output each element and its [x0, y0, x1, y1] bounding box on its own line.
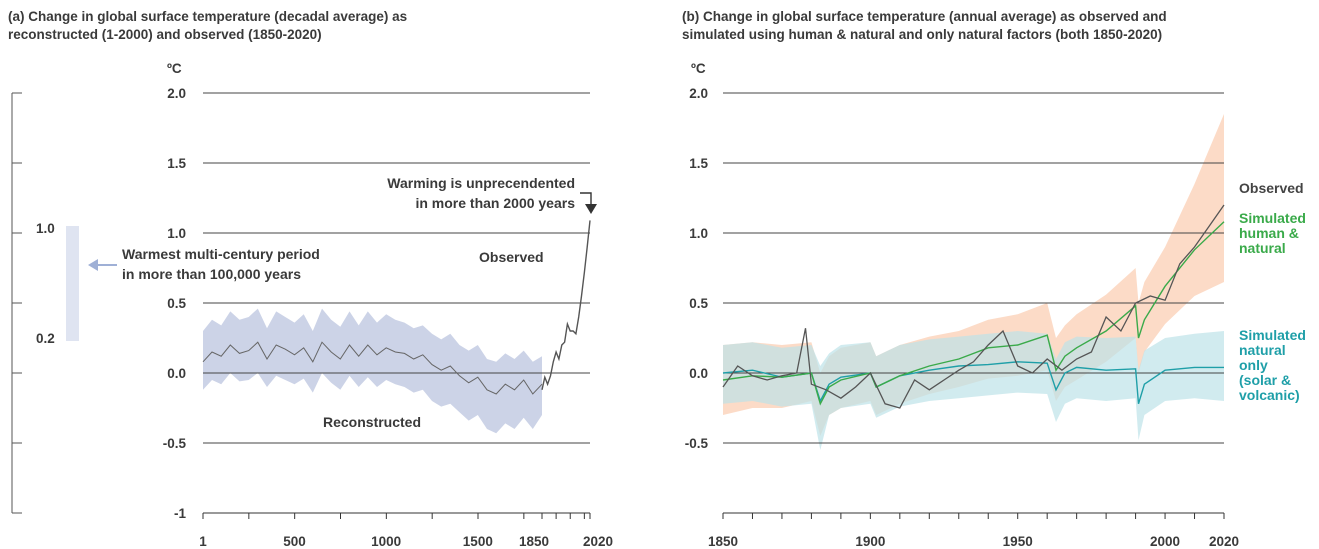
y-tick-label-b: 0.0 — [689, 366, 708, 381]
x-tick-label-b: 1850 — [708, 534, 738, 549]
decorations — [11, 92, 597, 514]
legend-natural-only: Simulated — [1239, 327, 1306, 343]
y-tick-label-a: 2.0 — [167, 86, 186, 101]
unprecedented-line2: in more than 2000 years — [415, 195, 575, 211]
natural-only-band — [723, 331, 1224, 450]
x-tick-label-b: 2000 — [1150, 534, 1180, 549]
left-scale-bottom-label: 0.2 — [36, 331, 55, 346]
legend-natural-only: (solar & — [1239, 372, 1291, 388]
observed-line-b — [722, 204, 1225, 409]
y-tick-label-a: 0.0 — [167, 366, 186, 381]
x-tick-label-a: 1000 — [371, 534, 401, 549]
unprecedented-line1: Warming is unprecendented — [387, 175, 575, 191]
x-tick-label-a: 500 — [283, 534, 306, 549]
x-tick-label-a: 1500 — [463, 534, 493, 549]
y-tick-label-a: -1 — [174, 506, 186, 521]
observed-line-a — [541, 220, 591, 390]
legend-human-natural: human & — [1239, 225, 1299, 241]
panel-a-title: (a) Change in global surface temperature… — [8, 8, 608, 44]
x-tick-label-b: 2020 — [1209, 534, 1239, 549]
panel-a-unit: ºC — [167, 61, 182, 76]
warmest-period-bar — [66, 226, 79, 341]
panel-b-title: (b) Change in global surface temperature… — [682, 8, 1302, 44]
x-tick-label-b: 1950 — [1003, 534, 1033, 549]
panel-a-title-line1: (a) Change in global surface temperature… — [8, 9, 408, 24]
legend-human-natural: Simulated — [1239, 210, 1306, 226]
y-tick-label-a: -0.5 — [163, 436, 187, 451]
unprecedented-bracket — [580, 192, 592, 205]
warmest-period-line1: Warmest multi-century period — [122, 246, 320, 262]
series-lines — [202, 204, 1225, 409]
y-tick-label-b: 0.5 — [689, 296, 708, 311]
panel-b-unit: ºC — [691, 61, 706, 76]
unprecedented-arrow-head — [585, 204, 597, 214]
natural-only-line — [722, 361, 1224, 405]
reconstructed-line — [202, 341, 543, 395]
x-tick-label-b: 1900 — [855, 534, 885, 549]
warmest-period-line2: in more than 100,000 years — [122, 266, 301, 282]
x-tick-label-a: 2020 — [583, 534, 613, 549]
uncertainty-bands — [203, 114, 1224, 450]
legend-natural-only: volcanic) — [1239, 387, 1300, 403]
legend-natural-only: only — [1239, 357, 1268, 373]
x-tick-label-a: 1 — [199, 534, 207, 549]
panel-a-title-line2: reconstructed (1-2000) and observed (185… — [8, 27, 322, 42]
y-tick-label-b: -0.5 — [685, 436, 709, 451]
y-tick-label-b: 2.0 — [689, 86, 708, 101]
axes: 2.01.51.00.50.0-0.5-11 500 1000 1500 1850 202… — [163, 86, 1239, 549]
panel-b-title-line1: (b) Change in global surface temperature… — [682, 9, 1167, 24]
y-tick-label-b: 1.0 — [689, 226, 708, 241]
left-scale-top-label: 1.0 — [36, 221, 55, 236]
y-tick-label-a: 0.5 — [167, 296, 186, 311]
reconstructed-label: Reconstructed — [323, 414, 421, 430]
y-tick-label-a: 1.0 — [167, 226, 186, 241]
grid-lines — [203, 92, 1224, 444]
y-tick-label-b: 1.5 — [689, 156, 708, 171]
warmest-arrow-head — [88, 259, 98, 271]
legend-observed: Observed — [1239, 180, 1304, 196]
panel-b-title-line2: simulated using human & natural and only… — [682, 27, 1163, 42]
x-tick-label-a: 1850 — [519, 534, 549, 549]
legend-human-natural: natural — [1239, 240, 1286, 256]
legend-natural-only: natural — [1239, 342, 1286, 358]
y-tick-label-a: 1.5 — [167, 156, 186, 171]
human-natural-line — [722, 221, 1225, 406]
reconstructed-band — [203, 308, 542, 434]
observed-label-a: Observed — [479, 249, 544, 265]
